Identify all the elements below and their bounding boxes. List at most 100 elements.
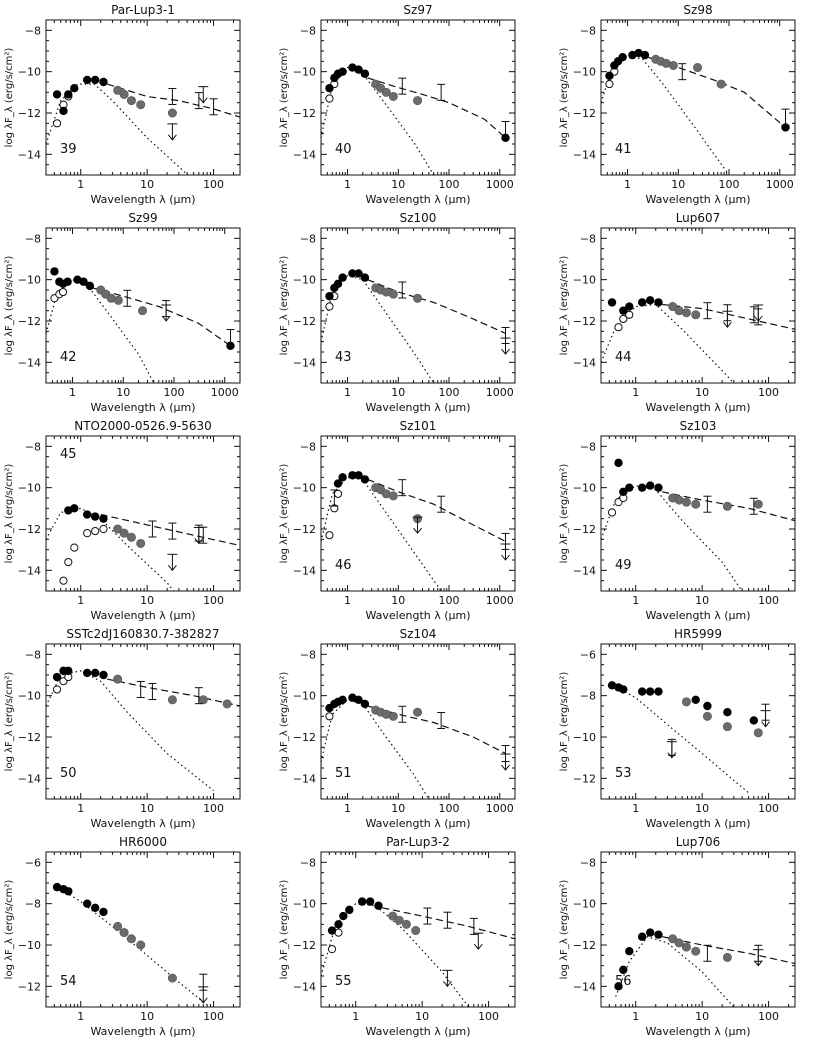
sed-chart: HR5999 1 10 100 −6 −8 −10 −12 Wavelength λ (μm) l… (559, 627, 796, 830)
sed-panel: SSTc2dJ160830.7-382827 1 10 100 −8 −10 −12 −14 W… (0, 624, 275, 830)
y-tick-label: −6 (25, 856, 41, 869)
dereddened-filled-point (79, 277, 88, 286)
upper-limit-arrowhead (501, 348, 510, 355)
dereddened-filled-point (360, 475, 370, 484)
dereddened-filled-point (354, 695, 363, 704)
spitzer-gray-point (198, 695, 208, 705)
sed-panel: Sz103 1 10 100 −8 −10 −12 −14 Wavelength λ (μm) l… (555, 416, 830, 622)
plot-frame (600, 435, 796, 592)
dereddened-filled-point (85, 281, 95, 291)
spitzer-gray-point (126, 934, 136, 944)
x-tick-label: 100 (758, 802, 779, 815)
dereddened-filled-point (703, 701, 712, 711)
x-tick-label: 100 (758, 386, 779, 399)
observed-open-point (625, 310, 634, 319)
y-tick-label: −8 (300, 24, 316, 37)
sed-panel: Lup607 1 10 100 −8 −10 −12 −14 Wavelength λ (μm)… (555, 208, 830, 414)
spitzer-gray-point (119, 528, 129, 538)
sed-panel: HR6000 1 10 100 −6 −8 −10 −12 Wavelength λ (μm) l… (0, 832, 275, 1038)
y-tick-label: −8 (25, 648, 41, 661)
plot-area (46, 267, 235, 383)
photosphere-model-line (321, 274, 435, 383)
plot-area (321, 269, 511, 383)
x-tick-label: 100 (718, 178, 739, 191)
y-tick-label: −10 (573, 482, 596, 495)
dereddened-filled-point (654, 483, 663, 492)
spitzer-gray-point (681, 308, 691, 318)
upper-limit-arrowhead (168, 565, 177, 572)
plot-frame (600, 19, 796, 176)
dereddened-filled-point (348, 269, 357, 278)
y-tick-label: −10 (573, 274, 596, 287)
spitzer-gray-point (681, 697, 691, 707)
spitzer-gray-point (167, 108, 177, 118)
plot-frame (600, 227, 796, 384)
panel-id-label: 49 (615, 558, 632, 573)
sed-chart: NTO2000-0526.9-5630 1 10 100 −8 −10 −12 −14 Wave… (4, 419, 241, 622)
x-tick-label: 1 (352, 1010, 359, 1023)
dereddened-filled-point (637, 687, 647, 696)
dereddened-filled-point (374, 901, 383, 910)
y-tick-label: −8 (300, 648, 316, 661)
upper-limit-arrowhead (443, 981, 452, 988)
dereddened-filled-point (365, 897, 375, 906)
spitzer-gray-point (702, 711, 712, 721)
disk-model-line (367, 279, 506, 334)
disk-model-line (382, 907, 515, 940)
y-tick-label: −6 (580, 648, 596, 661)
x-tick-label: 1 (344, 802, 351, 815)
sed-chart: Lup706 1 10 100 −8 −10 −12 −14 Wavelength λ (μm)… (559, 835, 796, 1038)
dereddened-filled-point (64, 90, 73, 99)
dereddened-filled-point (338, 473, 347, 482)
x-tick-label: 10 (391, 802, 405, 815)
y-tick-label: −10 (293, 898, 316, 911)
x-tick-label: 100 (438, 594, 459, 607)
x-tick-label: 100 (163, 386, 184, 399)
observed-open-point (614, 323, 623, 332)
x-axis-label: Wavelength λ (μm) (645, 193, 750, 206)
dereddened-filled-point (654, 687, 663, 696)
dereddened-filled-point (333, 279, 343, 288)
plot-frame (600, 643, 796, 800)
observed-open-point (52, 685, 62, 694)
panel-title: Sz103 (680, 419, 717, 433)
dereddened-filled-point (354, 65, 363, 74)
sed-panel: Lup706 1 10 100 −8 −10 −12 −14 Wavelength λ (μm)… (555, 832, 830, 1038)
y-tick-label: −14 (293, 356, 316, 369)
spitzer-gray-point (394, 915, 404, 925)
dereddened-filled-point (327, 926, 337, 935)
sed-chart: Sz103 1 10 100 −8 −10 −12 −14 Wavelength λ (μm) l… (559, 419, 796, 622)
y-axis-label: log λF_λ (erg/s/cm²) (559, 880, 570, 980)
sed-panel: Sz99 1 10 100 1000 −8 −10 −12 −14 Wavelength λ (μ… (0, 208, 275, 414)
observed-open-point (70, 543, 79, 552)
x-tick-label: 1 (77, 594, 84, 607)
photosphere-model-line (601, 54, 730, 175)
dereddened-filled-point (354, 471, 363, 480)
y-tick-label: −12 (18, 731, 41, 744)
dereddened-filled-point (99, 670, 108, 680)
y-axis-label: log λF_λ (erg/s/cm²) (559, 256, 570, 356)
y-tick-label: −12 (18, 107, 41, 120)
observed-open-point (83, 529, 92, 538)
sed-chart: SSTc2dJ160830.7-382827 1 10 100 −8 −10 −12 −14 W… (4, 627, 241, 830)
dereddened-filled-point (749, 716, 759, 725)
x-tick-label: 100 (438, 386, 459, 399)
dereddened-filled-point (619, 306, 628, 315)
dereddened-filled-point (90, 512, 100, 521)
panel-title: SSTc2dJ160830.7-382827 (66, 627, 219, 641)
spitzer-gray-point (113, 85, 123, 95)
spitzer-gray-point (722, 501, 732, 511)
observed-open-point (605, 79, 614, 89)
y-tick-label: −14 (573, 980, 596, 993)
y-axis-label: log λF_λ (erg/s/cm²) (279, 48, 290, 148)
panel-id-label: 46 (335, 558, 352, 573)
sed-panel: NTO2000-0526.9-5630 1 10 100 −8 −10 −12 −14 Wave… (0, 416, 275, 622)
dereddened-filled-point (614, 458, 623, 468)
panel-id-label: 42 (60, 350, 77, 365)
upper-limit-arrowhead (198, 97, 208, 104)
y-tick-label: −8 (580, 690, 596, 703)
y-tick-label: −10 (293, 66, 316, 79)
observed-open-point (59, 576, 68, 585)
dereddened-filled-point (90, 668, 100, 678)
spitzer-gray-point (113, 921, 123, 931)
